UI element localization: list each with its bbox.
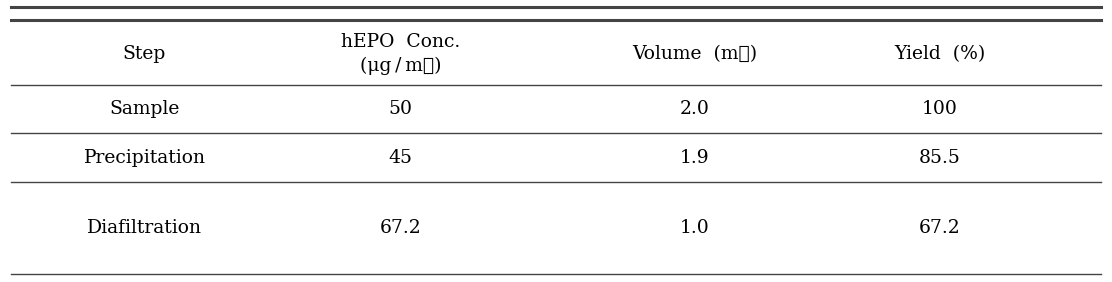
Text: (μg / mℓ): (μg / mℓ) [359,56,441,74]
Text: Yield  (%): Yield (%) [894,45,985,63]
Text: 67.2: 67.2 [379,219,421,237]
Text: 2.0: 2.0 [681,100,709,118]
Text: 67.2: 67.2 [919,219,961,237]
Text: 1.9: 1.9 [681,149,709,167]
Text: hEPO  Conc.: hEPO Conc. [340,33,460,51]
Text: 50: 50 [388,100,413,118]
Text: Sample: Sample [109,100,180,118]
Text: 85.5: 85.5 [919,149,961,167]
Text: 1.0: 1.0 [681,219,709,237]
Text: 45: 45 [388,149,413,167]
Text: Precipitation: Precipitation [83,149,206,167]
Text: Volume  (mℓ): Volume (mℓ) [633,45,757,63]
Text: Step: Step [122,45,167,63]
Text: Diafiltration: Diafiltration [87,219,202,237]
Text: 100: 100 [922,100,957,118]
